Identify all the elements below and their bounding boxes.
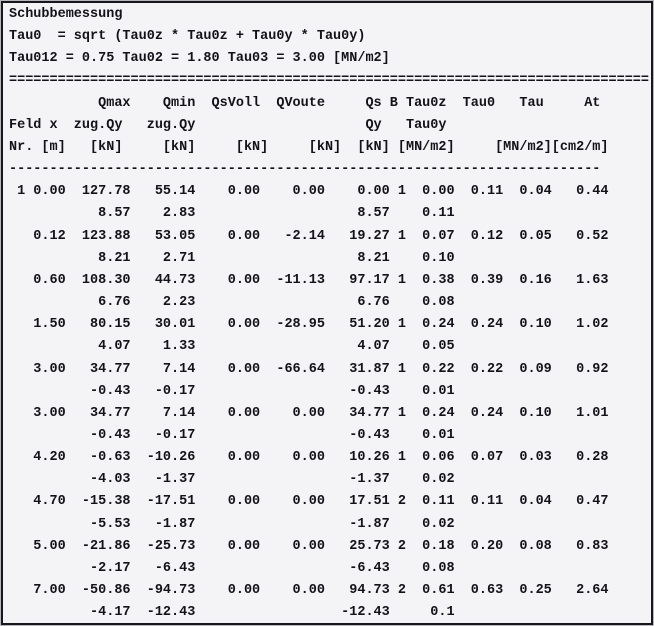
table-row-3-sub: 6.76 2.23 6.76 0.08	[9, 295, 455, 311]
table-row-3-main: 0.60 108.30 44.73 0.00 -11.13 97.17 1 0.…	[9, 272, 609, 288]
table-row-10-sub: -4.17 -12.43 -12.43 0.1	[9, 605, 455, 621]
double-rule-separator: ========================================…	[9, 73, 650, 89]
table-row-7-main: 4.20 -0.63 -10.26 0.00 0.00 10.26 1 0.06…	[9, 450, 609, 466]
table-row-5-main: 3.00 34.77 7.14 0.00 -66.64 31.87 1 0.22…	[9, 361, 609, 377]
table-row-1-sub: 8.57 2.83 8.57 0.11	[9, 206, 455, 222]
table-row-6-sub: -0.43 -0.17 -0.43 0.01	[9, 427, 455, 443]
table-row-1-main: 1 0.00 127.78 55.14 0.00 0.00 0.00 1 0.0…	[9, 184, 609, 200]
table-row-6-main: 3.00 34.77 7.14 0.00 0.00 34.77 1 0.24 0…	[9, 405, 609, 421]
table-row-9-main: 5.00 -21.86 -25.73 0.00 0.00 25.73 2 0.1…	[9, 538, 609, 554]
column-header-row-1: Qmax Qmin QsVoll QVoute Qs B Tau0z Tau0 …	[9, 95, 601, 111]
dash-rule-separator: ----------------------------------------…	[9, 162, 601, 178]
table-row-4-sub: 4.07 1.33 4.07 0.05	[9, 339, 455, 355]
table-row-4-main: 1.50 80.15 30.01 0.00 -28.95 51.20 1 0.2…	[9, 317, 609, 333]
table-row-8-sub: -5.53 -1.87 -1.87 0.02	[9, 516, 455, 532]
table-row-7-sub: -4.03 -1.37 -1.37 0.02	[9, 472, 455, 488]
table-row-5-sub: -0.43 -0.17 -0.43 0.01	[9, 383, 455, 399]
table-row-8-main: 4.70 -15.38 -17.51 0.00 0.00 17.51 2 0.1…	[9, 494, 609, 510]
report-title: Schubbemessung	[9, 7, 123, 22]
table-row-9-sub: -2.17 -6.43 -6.43 0.08	[9, 560, 455, 576]
tau0-formula-line: Tau0 = sqrt (Tau0z * Tau0z + Tau0y * Tau…	[9, 29, 366, 45]
table-row-10-main: 7.00 -50.86 -94.73 0.00 0.00 94.73 2 0.6…	[9, 583, 609, 599]
column-header-units-row: Nr. [m] [kN] [kN] [kN] [kN] [kN] [MN/m2]…	[9, 139, 609, 155]
tau-limits-line: Tau012 = 0.75 Tau02 = 1.80 Tau03 = 3.00 …	[9, 51, 390, 67]
table-row-2-main: 0.12 123.88 53.05 0.00 -2.14 19.27 1 0.0…	[9, 228, 609, 244]
table-row-2-sub: 8.21 2.71 8.21 0.10	[9, 250, 455, 266]
column-header-row-2: Feld x zug.Qy zug.Qy Qy Tau0y	[9, 117, 447, 133]
